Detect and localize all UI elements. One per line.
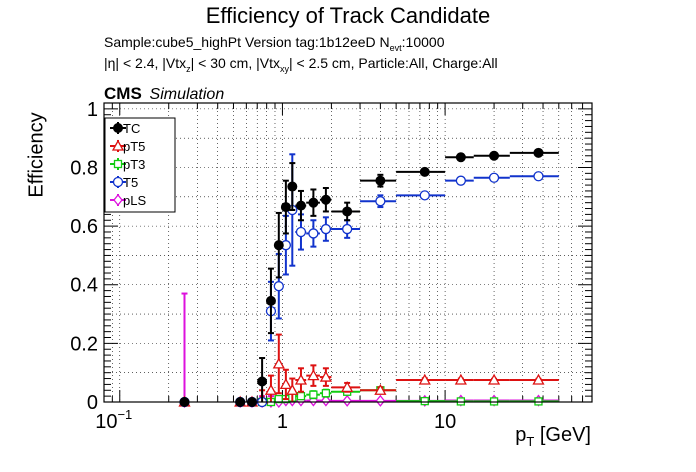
data-point [375,394,386,407]
data-point [279,378,292,390]
data-point [273,240,284,251]
data-point [280,202,291,213]
legend-marker [113,123,123,133]
data-point [532,373,545,385]
data-point [295,226,307,238]
subtitle-cuts-sub-z: z [186,63,191,74]
data-point [319,370,332,382]
data-point [308,197,319,208]
data-point [273,281,284,292]
series-pt5 [178,333,559,407]
subtitle-evt-count: :10000 [401,34,445,50]
x-axis-label-unit: [GeV] [534,424,591,446]
series-tc [179,147,559,407]
data-point [321,394,331,407]
legend-label: pT3 [123,157,145,172]
legend-marker [111,139,125,151]
data-point [375,175,386,186]
legend-marker [113,159,123,169]
x-tick-label: 10−1 [95,407,132,433]
legend-label: pT5 [123,139,145,154]
data-point [295,200,306,211]
data-point [533,147,544,158]
subtitle-cuts-sub-xy: xy [279,63,289,74]
subtitle-sample-text: Sample:cube5_highPt Version tag:1b12eeD … [104,34,390,50]
data-point [272,357,285,369]
data-point [418,373,431,385]
data-point [375,196,386,207]
data-point [265,295,276,306]
y-tick-label: 0 [87,392,98,414]
data-point [488,172,500,183]
x-axis-label-p: p [515,424,527,446]
cms-label: CMS Simulation [104,84,224,104]
chart-subtitle-cuts: |η| < 2.4, |Vtxz| < 30 cm, |Vtxxy| < 2.5… [104,55,498,74]
data-point [287,181,298,192]
legend-label: TC [123,121,140,136]
data-point [286,383,299,395]
y-tick-label: 0.4 [70,275,98,297]
data-point [419,190,430,201]
legend-label: pLS [123,193,146,208]
x-axis-label-sub: T [526,434,535,449]
x-axis-label: pT [GeV] [515,424,591,449]
data-point [341,381,354,392]
x-tick-label: 10 [434,411,456,433]
legend-marker [112,176,124,188]
cms-label-bold: CMS [104,84,142,103]
data-point [533,171,544,182]
data-point [264,383,278,395]
data-point [320,194,331,205]
data-point [454,373,467,385]
plot-frame [103,102,593,403]
subtitle-cuts-part3: | < 2.5 cm, Particle:All, Charge:All [288,55,498,71]
data-point [320,223,332,235]
simulation-label: Simulation [149,86,225,103]
data-point [321,389,331,398]
data-point [308,228,319,239]
data-point [257,376,268,387]
series-t5 [179,153,559,408]
x-tick-exponent: −1 [117,407,132,422]
legend-label: T5 [123,175,138,190]
x-tick-label: 1 [277,411,288,433]
data-point [489,150,500,161]
chart-title: Efficiency of Track Candidate [205,3,491,28]
subtitle-cuts-part1: |η| < 2.4, |Vtx [104,55,187,71]
data-point [455,175,467,186]
data-point [294,373,308,385]
data-point [420,396,429,406]
data-point [296,391,306,401]
data-point [487,373,501,385]
data-point [342,223,353,235]
chart-subtitle-sample: Sample:cube5_highPt Version tag:1b12eeD … [104,34,444,53]
subtitle-cuts-part2: | < 30 cm, |Vtx [190,55,280,71]
y-tick-label: 0.2 [70,333,98,355]
data-point [342,206,353,217]
data-point [307,369,320,381]
y-tick-label: 0.8 [70,157,98,179]
data-point [455,152,466,163]
data-point [309,390,318,399]
y-tick-label: 0.6 [70,216,98,238]
legend-marker [113,193,123,207]
data-point [342,394,352,407]
data-point [419,166,430,177]
data-point [374,383,387,395]
y-tick-label: 1 [87,99,98,121]
subtitle-evt-subscript: evt [389,42,402,53]
